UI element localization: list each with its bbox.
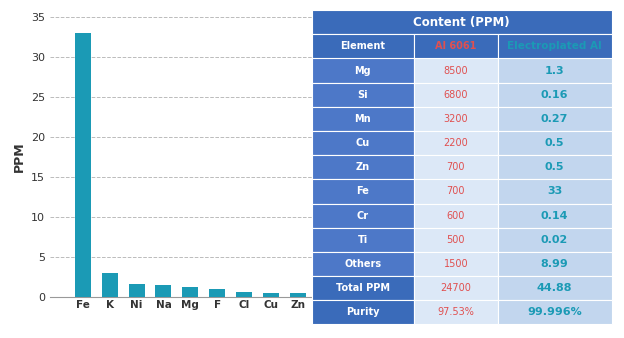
Bar: [498, 203, 612, 228]
Bar: [312, 34, 414, 58]
Text: 8.99: 8.99: [541, 259, 568, 269]
Text: 0.16: 0.16: [541, 90, 568, 100]
Bar: [343, 295, 359, 297]
Text: 0.5: 0.5: [545, 138, 564, 148]
Text: 1500: 1500: [444, 259, 468, 269]
Bar: [312, 83, 414, 107]
Text: Ti: Ti: [358, 235, 368, 245]
Bar: [316, 295, 333, 297]
Bar: [414, 107, 498, 131]
Bar: [312, 155, 414, 179]
Text: Si: Si: [358, 90, 368, 100]
Bar: [414, 131, 498, 155]
Bar: [414, 179, 498, 203]
Text: 0.14: 0.14: [541, 211, 568, 221]
Bar: [414, 228, 498, 252]
Text: 700: 700: [447, 187, 465, 196]
Text: 0.5: 0.5: [545, 162, 564, 172]
Text: 0.27: 0.27: [541, 114, 568, 124]
Bar: [312, 179, 414, 203]
Bar: [182, 287, 198, 297]
Bar: [424, 296, 440, 297]
Bar: [312, 131, 414, 155]
Bar: [498, 83, 612, 107]
Bar: [414, 155, 498, 179]
Bar: [414, 58, 498, 83]
Bar: [236, 292, 252, 297]
Text: Zn: Zn: [356, 162, 370, 172]
Text: 8500: 8500: [444, 66, 468, 76]
Text: 24700: 24700: [441, 283, 471, 293]
Text: Total PPM: Total PPM: [336, 283, 390, 293]
Text: Purity: Purity: [346, 307, 379, 317]
Text: Content (PPM): Content (PPM): [414, 16, 510, 29]
Text: Fe: Fe: [356, 187, 369, 196]
Bar: [312, 276, 414, 300]
Bar: [370, 296, 386, 297]
Text: Element: Element: [341, 42, 386, 51]
Bar: [414, 83, 498, 107]
Bar: [312, 300, 414, 324]
Bar: [312, 228, 414, 252]
Text: 44.88: 44.88: [537, 283, 572, 293]
Text: Others: Others: [344, 259, 381, 269]
Bar: [312, 107, 414, 131]
Text: Mg: Mg: [354, 66, 371, 76]
Bar: [75, 33, 91, 297]
Text: 500: 500: [447, 235, 465, 245]
Bar: [129, 284, 145, 297]
Text: Al 6061: Al 6061: [435, 42, 477, 51]
Text: Electroplated Al: Electroplated Al: [507, 42, 602, 51]
Text: 3200: 3200: [444, 114, 468, 124]
Bar: [498, 155, 612, 179]
Bar: [498, 300, 612, 324]
Bar: [498, 131, 612, 155]
Bar: [498, 107, 612, 131]
Bar: [414, 34, 498, 58]
Bar: [498, 58, 612, 83]
Bar: [498, 179, 612, 203]
Bar: [498, 252, 612, 276]
Bar: [155, 285, 172, 297]
Bar: [312, 10, 612, 34]
Bar: [414, 252, 498, 276]
Text: Cu: Cu: [356, 138, 370, 148]
Y-axis label: PPM: PPM: [12, 142, 26, 172]
Bar: [498, 34, 612, 58]
Text: 6800: 6800: [444, 90, 468, 100]
Text: 33: 33: [547, 187, 562, 196]
Text: 99.996%: 99.996%: [527, 307, 582, 317]
Bar: [414, 276, 498, 300]
Bar: [498, 276, 612, 300]
Bar: [312, 58, 414, 83]
Text: 700: 700: [447, 162, 465, 172]
Bar: [312, 252, 414, 276]
Text: 2200: 2200: [444, 138, 468, 148]
Bar: [414, 300, 498, 324]
Bar: [263, 293, 279, 297]
Bar: [102, 273, 118, 297]
Text: Mn: Mn: [354, 114, 371, 124]
Text: 97.53%: 97.53%: [437, 307, 474, 317]
Text: 0.02: 0.02: [541, 235, 568, 245]
Bar: [498, 228, 612, 252]
Bar: [209, 289, 225, 297]
Text: Cr: Cr: [357, 211, 369, 221]
Bar: [397, 296, 413, 297]
Bar: [414, 203, 498, 228]
Text: 1.3: 1.3: [545, 66, 565, 76]
Bar: [312, 203, 414, 228]
Text: 600: 600: [447, 211, 465, 221]
Bar: [290, 293, 306, 297]
